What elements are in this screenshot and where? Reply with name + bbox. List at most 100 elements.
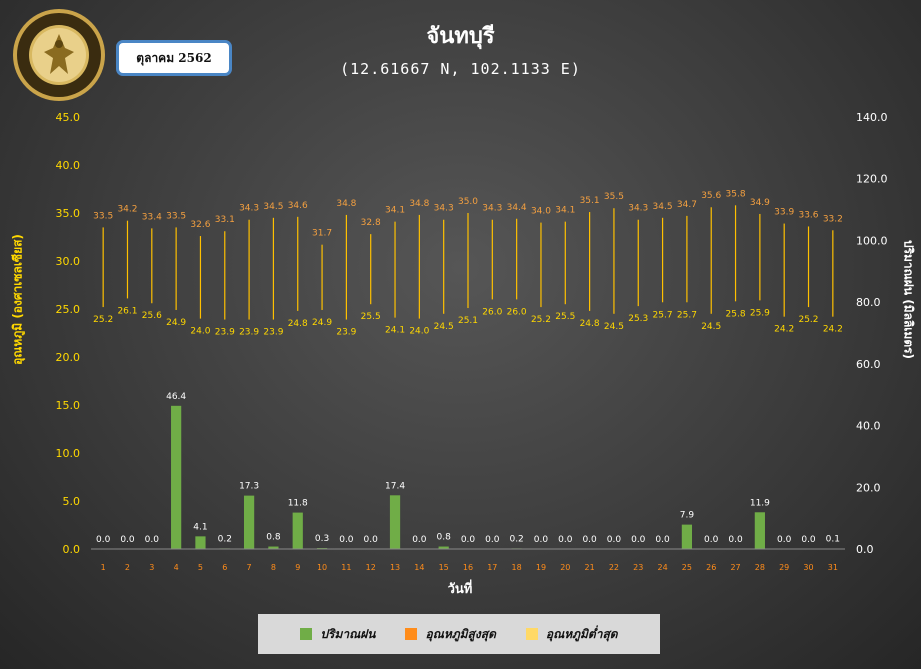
x-tick-label: 23 xyxy=(633,563,643,572)
left-tick-label: 5.0 xyxy=(63,495,81,508)
rain-value-label: 4.1 xyxy=(193,522,207,532)
right-axis: 0.0 20.0 40.0 60.0 80.0 100.0 120.0 140.0 xyxy=(856,111,888,556)
x-tick-label: 13 xyxy=(390,563,400,572)
x-tick-label: 22 xyxy=(609,563,619,572)
tmin-value-label: 24.9 xyxy=(166,318,186,328)
data-labels: 0.0 33.5 25.2 0.0 34.2 26.1 0.0 33.4 25.6 46.4 33.… xyxy=(93,189,843,545)
legend-swatch-tmax xyxy=(405,628,418,640)
legend-label-tmax: อุณหภูมิสูงสุด xyxy=(425,626,496,641)
rain-value-label: 0.0 xyxy=(485,535,500,545)
x-axis-ticks: 1 2 3 4 5 6 7 8 9 10 11 12 13 14 15 16 17 18 19 20 21 22 23 24 2… xyxy=(101,563,838,572)
rain-value-label: 17.4 xyxy=(385,481,405,491)
left-axis: 0.0 5.0 10.0 15.0 20.0 25.0 30.0 35.0 40.0 45.0 xyxy=(56,111,81,556)
x-tick-label: 6 xyxy=(222,563,227,572)
x-tick-label: 14 xyxy=(414,563,424,572)
x-tick-label: 17 xyxy=(487,563,497,572)
tmax-value-label: 34.1 xyxy=(385,206,405,216)
right-tick-label: 100.0 xyxy=(856,234,888,247)
tmax-value-label: 34.5 xyxy=(263,202,283,212)
legend: ปริมาณฝน อุณหภูมิสูงสุด อุณหภูมิต่ำสุด xyxy=(258,614,660,654)
legend-item-tmin: อุณหภูมิต่ำสุด xyxy=(525,625,618,644)
tmin-value-label: 24.5 xyxy=(701,322,721,332)
rain-value-label: 0.0 xyxy=(339,535,354,545)
tmax-value-label: 34.3 xyxy=(434,204,454,214)
tmax-value-label: 34.3 xyxy=(628,204,648,214)
x-tick-label: 7 xyxy=(247,563,252,572)
rain-value-label: 0.8 xyxy=(266,533,281,543)
tmax-value-label: 33.1 xyxy=(215,215,235,225)
x-tick-label: 25 xyxy=(682,563,692,572)
x-tick-label: 5 xyxy=(198,563,203,572)
rain-value-label: 0.0 xyxy=(777,535,792,545)
left-tick-label: 0.0 xyxy=(63,543,81,556)
rain-value-label: 0.0 xyxy=(558,535,573,545)
left-tick-label: 15.0 xyxy=(56,399,81,412)
x-axis-label: วันที่ xyxy=(447,582,473,597)
x-tick-label: 11 xyxy=(341,563,351,572)
rain-value-label: 17.3 xyxy=(239,482,259,492)
rain-value-label: 0.0 xyxy=(704,535,719,545)
x-tick-label: 10 xyxy=(317,563,327,572)
tmax-value-label: 35.6 xyxy=(701,191,721,201)
right-tick-label: 0.0 xyxy=(856,543,874,556)
tmin-value-label: 24.2 xyxy=(774,325,794,335)
tmax-value-label: 33.2 xyxy=(823,214,843,224)
rain-value-label: 0.2 xyxy=(509,534,523,544)
rain-value-label: 0.1 xyxy=(826,535,840,545)
y-axis-right-label: ปริมาณฝน (มิลลิเมตร) xyxy=(901,239,916,360)
rain-bar xyxy=(754,512,765,549)
tmin-value-label: 25.8 xyxy=(726,309,746,319)
tmax-value-label: 34.4 xyxy=(507,203,527,213)
x-tick-label: 9 xyxy=(295,563,300,572)
right-tick-label: 140.0 xyxy=(856,111,888,124)
rain-value-label: 0.0 xyxy=(461,535,476,545)
meteorological-department-seal-icon xyxy=(13,9,105,101)
tmax-value-label: 32.8 xyxy=(361,218,381,228)
tmin-value-label: 24.0 xyxy=(409,327,429,337)
tmin-value-label: 23.9 xyxy=(215,328,235,338)
tmax-value-label: 35.5 xyxy=(604,192,624,202)
x-tick-label: 29 xyxy=(779,563,789,572)
rain-bar xyxy=(389,495,401,549)
tmax-value-label: 33.5 xyxy=(93,211,113,221)
tmax-value-label: 34.1 xyxy=(555,206,575,216)
right-tick-label: 60.0 xyxy=(856,358,881,371)
rain-value-label: 0.0 xyxy=(607,535,622,545)
rain-value-label: 0.3 xyxy=(315,534,329,544)
x-tick-label: 28 xyxy=(755,563,765,572)
x-tick-label: 12 xyxy=(366,563,376,572)
x-tick-label: 27 xyxy=(730,563,740,572)
tmin-value-label: 25.3 xyxy=(628,314,648,324)
rain-value-label: 7.9 xyxy=(680,511,695,521)
tmin-value-label: 25.1 xyxy=(458,316,478,326)
chart-title: จันทบุรี xyxy=(426,24,495,49)
tmin-value-label: 25.5 xyxy=(361,312,381,322)
month-label: ตุลาคม 2562 xyxy=(116,40,232,76)
x-tick-label: 3 xyxy=(149,563,154,572)
tmax-value-label: 34.9 xyxy=(750,198,770,208)
tmin-value-label: 24.8 xyxy=(580,319,600,329)
tmax-value-label: 31.7 xyxy=(312,229,332,239)
x-tick-label: 31 xyxy=(828,563,838,572)
tmin-value-label: 24.1 xyxy=(385,326,405,336)
left-tick-label: 20.0 xyxy=(56,351,81,364)
rain-value-label: 0.0 xyxy=(96,535,111,545)
left-tick-label: 10.0 xyxy=(56,447,81,460)
x-tick-label: 1 xyxy=(101,563,106,572)
rain-bar xyxy=(243,495,255,549)
x-tick-label: 19 xyxy=(536,563,546,572)
tmax-value-label: 34.5 xyxy=(653,202,673,212)
x-tick-label: 4 xyxy=(174,563,179,572)
x-tick-label: 24 xyxy=(657,563,667,572)
tmin-value-label: 24.2 xyxy=(823,325,843,335)
tmin-value-label: 23.9 xyxy=(263,328,283,338)
legend-item-tmax: อุณหภูมิสูงสุด xyxy=(405,625,496,644)
x-tick-label: 18 xyxy=(512,563,522,572)
tmin-value-label: 23.9 xyxy=(336,328,356,338)
tmin-value-label: 25.7 xyxy=(653,310,673,320)
tmax-value-label: 32.6 xyxy=(190,220,210,230)
rain-value-label: 0.0 xyxy=(412,535,427,545)
tmin-value-label: 25.5 xyxy=(555,312,575,322)
left-tick-label: 30.0 xyxy=(56,255,81,268)
rain-value-label: 0.0 xyxy=(655,535,670,545)
